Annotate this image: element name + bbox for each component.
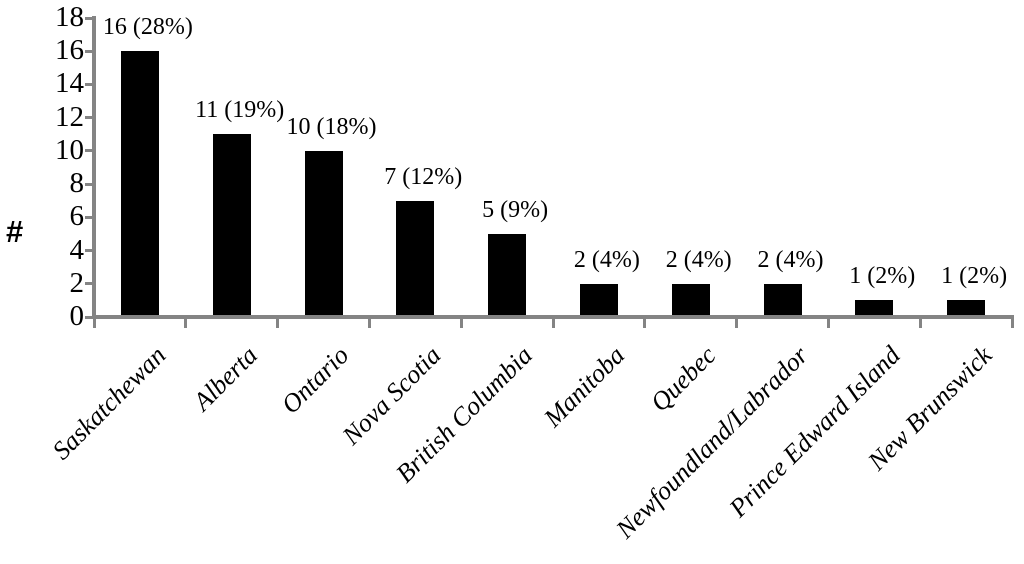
bar-value-label-alberta: 11 (19%) (195, 97, 285, 124)
x-axis-tick (1010, 319, 1014, 328)
bar-ontario (304, 150, 343, 315)
y-axis-tick (85, 116, 92, 120)
y-axis-tick-label: 14 (55, 67, 84, 100)
x-axis-line (92, 315, 1014, 319)
bar-quebec (671, 283, 710, 315)
x-axis-tick (459, 319, 463, 328)
bar-saskatchewan (120, 51, 159, 315)
bar-new-brunswick (947, 300, 986, 315)
x-axis-label-manitoba: Manitoba (537, 340, 630, 433)
y-axis-tick-label: 2 (69, 266, 85, 299)
bar-value-label-quebec: 2 (4%) (665, 246, 732, 273)
y-axis-line (92, 16, 96, 319)
x-axis-tick (367, 319, 371, 328)
y-axis-tick-label: 6 (69, 200, 85, 233)
x-axis-tick (826, 319, 830, 328)
y-axis-tick (85, 149, 92, 153)
y-axis-tick (85, 315, 92, 319)
y-axis-tick (85, 82, 92, 86)
x-axis-label-ontario: Ontario (275, 340, 355, 420)
y-axis-tick (85, 282, 92, 286)
bar-value-label-nova-scotia: 7 (12%) (384, 163, 463, 190)
bar-value-label-british-columbia: 5 (9%) (482, 196, 549, 223)
y-axis-tick-label: 16 (55, 34, 84, 67)
x-axis-label-prince-edward-island: Prince Edward Island (723, 340, 906, 523)
x-axis-label-saskatchewan: Saskatchewan (46, 340, 171, 466)
x-axis-tick (92, 319, 96, 328)
y-axis-tick-label: 0 (69, 299, 85, 332)
bar-value-label-saskatchewan: 16 (28%) (102, 14, 193, 41)
bar-value-label-ontario: 10 (18%) (286, 113, 377, 140)
y-axis-tick (85, 249, 92, 253)
x-axis-tick (551, 319, 555, 328)
bar-manitoba (579, 283, 618, 315)
y-axis-tick-label: 10 (55, 133, 84, 166)
bar-alberta (212, 134, 251, 315)
y-axis-tick-label: 18 (55, 0, 84, 33)
bar-value-label-new-brunswick: 1 (2%) (941, 263, 1008, 290)
bar-newfoundland-labrador (763, 283, 802, 315)
y-axis-tick (85, 16, 92, 20)
y-axis-tick-label: 8 (69, 167, 85, 200)
y-axis-tick (85, 182, 92, 186)
y-axis-tick-label: 4 (69, 233, 85, 266)
x-axis-label-quebec: Quebec (645, 340, 722, 418)
x-axis-tick (735, 319, 739, 328)
x-axis-tick (276, 319, 280, 328)
x-axis-tick (184, 319, 188, 328)
y-axis-title: # (6, 214, 24, 249)
x-axis-tick (918, 319, 922, 328)
bar-value-label-newfoundland-labrador: 2 (4%) (757, 246, 824, 273)
y-axis-tick-label: 12 (55, 100, 84, 133)
y-axis-tick (85, 49, 92, 53)
x-axis-tick (643, 319, 647, 328)
x-axis-label-alberta: Alberta (187, 340, 263, 417)
bar-nova-scotia (396, 200, 435, 315)
bar-prince-edward-island (855, 300, 894, 315)
bar-value-label-prince-edward-island: 1 (2%) (849, 263, 916, 290)
y-axis-tick (85, 215, 92, 219)
bar-british-columbia (488, 233, 527, 315)
bar-value-label-manitoba: 2 (4%) (573, 246, 640, 273)
